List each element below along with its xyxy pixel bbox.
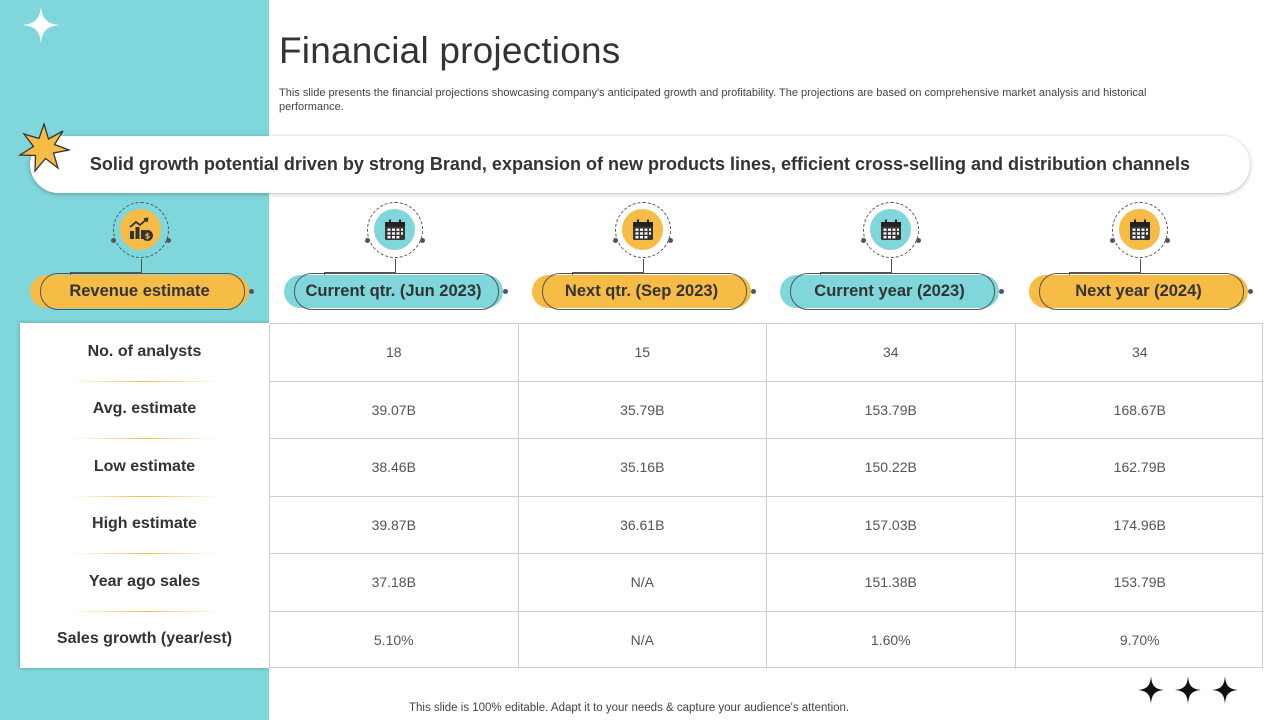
column-label-pill: Current year (2023): [780, 275, 999, 308]
column-header-3: Current year (2023): [780, 200, 1010, 312]
page-title: Financial projections: [279, 30, 621, 71]
table-cell: 153.79B: [767, 381, 1016, 439]
row-label-panel: No. of analysts Avg. estimate Low estimate…: [20, 323, 269, 668]
icon-ring: [1110, 202, 1170, 258]
row-label: High estimate: [92, 515, 197, 533]
sparkle-icon: [22, 6, 60, 44]
highlight-banner: Solid growth potential driven by strong …: [30, 136, 1250, 193]
column-label-pill: Revenue estimate: [30, 275, 249, 308]
icon-ring: [365, 202, 425, 258]
row-label: No. of analysts: [87, 342, 202, 360]
column-header-0: $ Revenue estimate: [30, 200, 260, 312]
table-cell: 34: [1015, 324, 1264, 382]
table-cell: N/A: [518, 554, 767, 612]
column-header-1: Current qtr. (Jun 2023): [284, 200, 514, 312]
svg-text:$: $: [144, 231, 150, 240]
row-divider: [70, 438, 220, 439]
table-cell: 39.07B: [270, 381, 519, 439]
table-cell: 162.79B: [1015, 439, 1264, 497]
icon-ring: [861, 202, 921, 258]
column-label: Revenue estimate: [69, 282, 210, 300]
table-cell: 168.67B: [1015, 382, 1264, 439]
table-cell: 35.16B: [518, 439, 767, 497]
calendar-icon: [1119, 209, 1160, 250]
table-cell: 151.38B: [767, 554, 1016, 612]
table-cell: 1.60%: [767, 611, 1016, 669]
row-label: Avg. estimate: [92, 400, 197, 418]
column-label-pill: Current qtr. (Jun 2023): [284, 275, 503, 308]
column-label-pill: Next qtr. (Sep 2023): [532, 275, 751, 308]
column-header-2: Next qtr. (Sep 2023): [532, 200, 762, 312]
page-description: This slide presents the financial projec…: [279, 87, 1147, 113]
table-cell: 39.87B: [270, 496, 519, 554]
icon-ring: [613, 202, 673, 258]
row-divider: [70, 553, 220, 554]
table-cell: 15: [518, 324, 767, 382]
table-cell: 153.79B: [1015, 554, 1264, 612]
table-cell: 35.79B: [518, 381, 767, 439]
table-cell: 150.22B: [767, 439, 1016, 497]
table-cell: N/A: [519, 611, 767, 669]
footer-note: This slide is 100% editable. Adapt it to…: [409, 702, 850, 714]
star-burst-icon: [18, 122, 70, 173]
table-cell: 174.96B: [1015, 497, 1264, 554]
column-label-pill: Next year (2024): [1029, 275, 1248, 308]
values-grid: 18 15 34 34 39.07B 35.79B 153.79B 168.67B 38.46B…: [269, 323, 1264, 669]
table-cell: 5.10%: [270, 611, 519, 669]
column-label: Current qtr. (Jun 2023): [305, 282, 482, 300]
calendar-icon: [374, 209, 415, 250]
column-label: Current year (2023): [814, 282, 965, 300]
column-header-4: Next year (2024): [1029, 200, 1259, 312]
table-cell: 18: [270, 324, 519, 382]
row-label: Low estimate: [93, 457, 196, 475]
calendar-icon: [870, 209, 911, 250]
projections-table: No. of analysts Avg. estimate Low estimate…: [20, 323, 1264, 669]
table-cell: 37.18B: [270, 554, 519, 612]
column-label: Next year (2024): [1075, 282, 1202, 300]
icon-ring: $: [111, 202, 171, 258]
row-label: Year ago sales: [88, 572, 201, 590]
row-label: Sales growth (year/est): [56, 630, 233, 648]
table-cell: 9.70%: [1119, 632, 1160, 649]
table-cell: 157.03B: [767, 496, 1016, 554]
banner-text: Solid growth potential driven by strong …: [89, 154, 1191, 174]
calendar-icon: [622, 209, 663, 250]
table-cell: 38.46B: [270, 439, 519, 497]
table-cell: 34: [767, 324, 1016, 382]
row-divider: [70, 380, 220, 382]
row-divider: [70, 610, 220, 612]
sparkles-decoration-icon: [1138, 676, 1238, 704]
row-divider: [70, 495, 220, 497]
table-cell: 36.61B: [518, 496, 767, 554]
money-chart-icon: $: [120, 209, 161, 250]
column-label: Next qtr. (Sep 2023): [564, 282, 719, 300]
